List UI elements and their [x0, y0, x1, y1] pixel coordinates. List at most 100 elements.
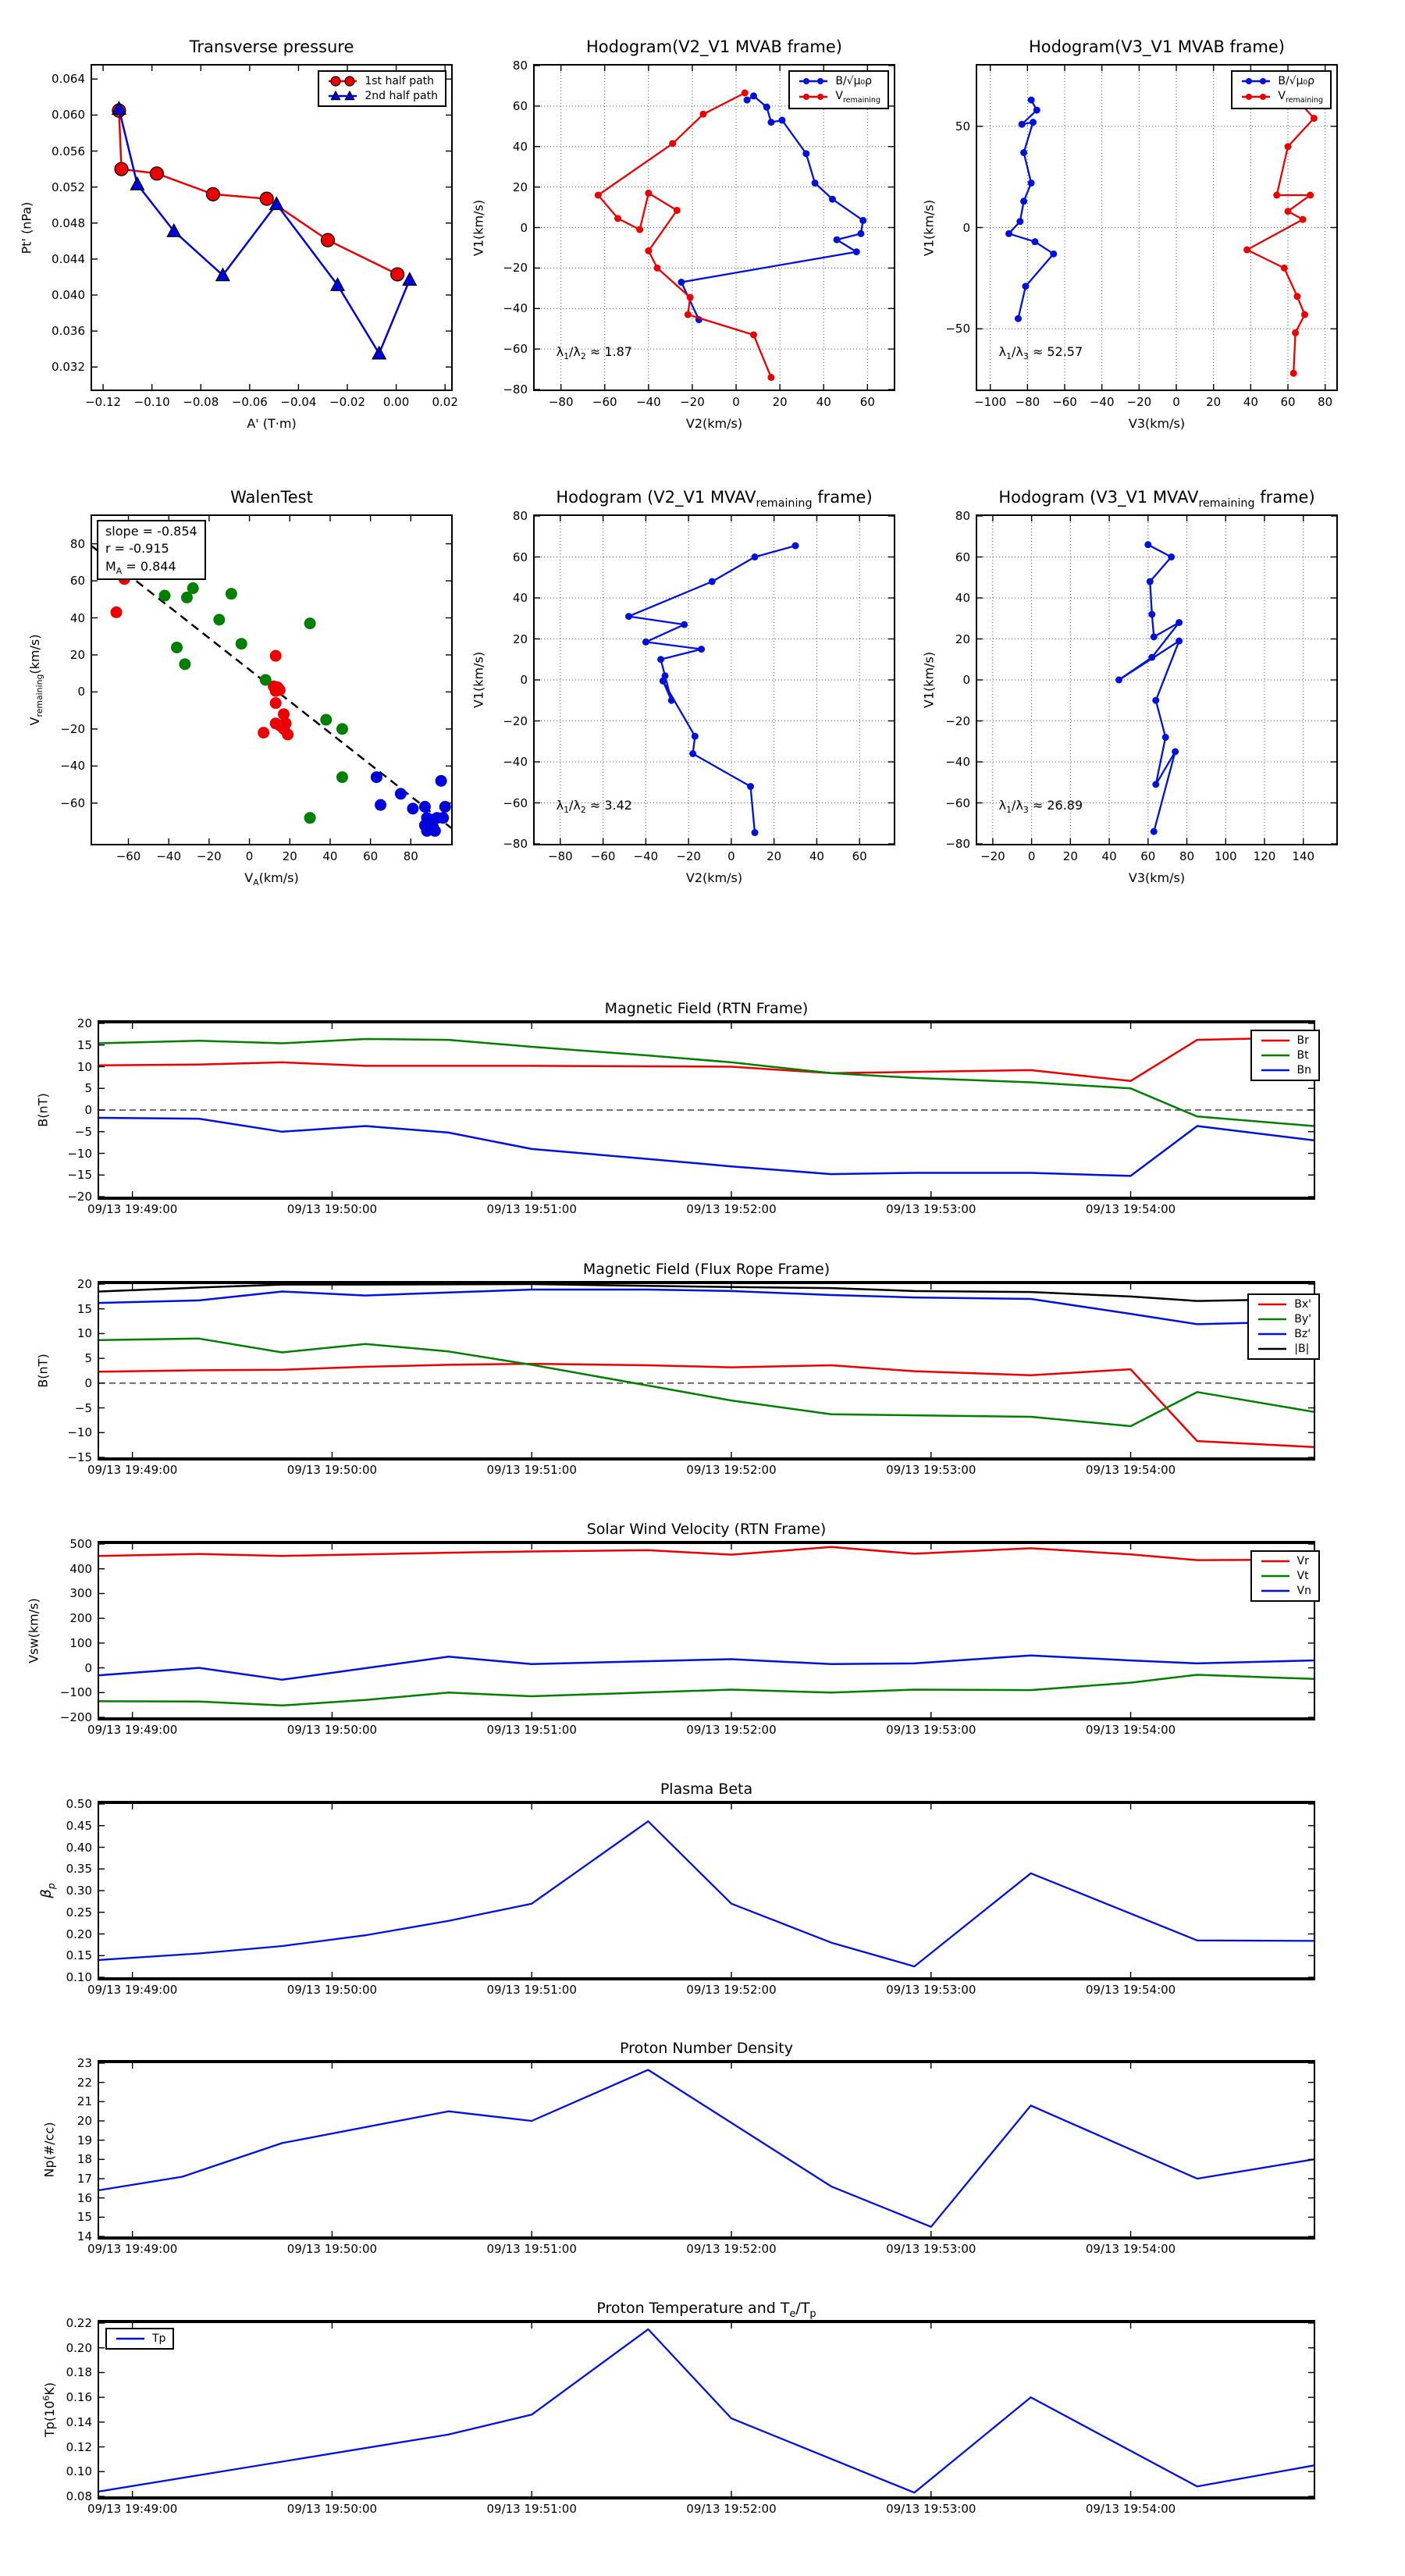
mag-rtn-legend-entry: Br	[1259, 1034, 1311, 1047]
solar-wind-velocity-ylabel: Vsw(km/s)	[26, 1598, 41, 1663]
transverse-pressure-xtick-label: −0.10	[133, 395, 170, 409]
solar-wind-velocity-ytick-label: 0	[84, 1660, 92, 1675]
proton-density-xtick-label: 09/13 19:50:00	[286, 2242, 378, 2256]
proton-density-xtick-label: 09/13 19:53:00	[886, 2242, 976, 2256]
mag-rtn-legend-entry: Bn	[1259, 1064, 1311, 1076]
hodogram-v3v1-mvav-ytick-label: −80	[945, 837, 970, 851]
transverse-pressure-xtick-label: −0.02	[329, 395, 365, 409]
proton-density-ytick-label: 17	[76, 2172, 92, 2186]
mag-rtn-ytick-label: 20	[76, 1016, 92, 1030]
mag-flux-rope-legend-entry: |B|	[1256, 1343, 1311, 1355]
proton-density-xtick-label: 09/13 19:52:00	[686, 2242, 777, 2256]
hodogram-v2v1-mvab-plot-area	[535, 66, 894, 390]
legend-sample-line	[1261, 1589, 1289, 1592]
transverse-pressure-ytick-label: 0.048	[52, 215, 85, 230]
hodogram-v3v1-mvav-title: Hodogram (V3_V1 MVAVremaining frame)	[998, 488, 1315, 511]
hodogram-v3v1-mvab-xtick-label: 40	[1243, 395, 1258, 409]
hodogram-v3v1-mvab-ytick-label: 50	[955, 119, 970, 133]
chart-mag-rtn: Magnetic Field (RTN Frame) 09/13 19:49:00…	[36, 1000, 1320, 1216]
hodogram-v3v1-mvav-xtick-label: 60	[1140, 849, 1156, 863]
hodogram-v3v1-mvav-ytick-label: 60	[955, 550, 970, 564]
hodogram-v2v1-mvab-ytick-label: 40	[512, 139, 528, 154]
proton-density-ytick-label: 16	[76, 2190, 92, 2205]
hodogram-v2v1-mvab-ytick-label: −20	[503, 261, 528, 276]
proton-temperature-xtick-label: 09/13 19:50:00	[286, 2502, 378, 2516]
mag-flux-rope-legend-entry: Bz'	[1256, 1328, 1311, 1340]
solar-wind-velocity-legend-label: Vn	[1297, 1585, 1311, 1597]
solar-wind-velocity-legend-label: Vr	[1297, 1555, 1309, 1567]
hodogram-v2v1-mvav-title: Hodogram (V2_V1 MVAVremaining frame)	[556, 488, 873, 511]
hodogram-v2v1-mvav-ytick-label: −20	[503, 713, 528, 728]
mag-rtn-ytick-label: 0	[84, 1103, 92, 1117]
walen-test-ytick-label: 60	[69, 574, 85, 589]
hodogram-v2v1-mvav-ytick-label: −60	[503, 795, 528, 810]
solar-wind-velocity-xtick-label: 09/13 19:50:00	[286, 1723, 378, 1737]
mag-flux-rope-legend-entry: By'	[1256, 1313, 1311, 1325]
chart-transverse-pressure: Transverse pressure −0.12 −0.10 −0.08 −0.06−…	[20, 37, 458, 431]
solar-wind-velocity-legend-entry: Vr	[1259, 1555, 1311, 1567]
plasma-beta-ytick-label: 0.45	[66, 1818, 92, 1833]
hodogram-v3v1-mvab-annotation: λ1/λ3 ≈ 52.57	[998, 343, 1083, 362]
walen-test-ytick-label: −60	[60, 795, 85, 810]
chart-proton-temperature: Proton Temperature and Te/Tp 09/13 19:49:…	[41, 2300, 1315, 2516]
hodogram-v2v1-mvav-ytick-label: −80	[503, 837, 528, 851]
transverse-pressure-ytick-label: 0.064	[52, 72, 85, 87]
plasma-beta-title: Plasma Beta	[660, 1781, 753, 1798]
transverse-pressure-ytick-label: 0.036	[52, 324, 85, 339]
legend-sample-line	[799, 78, 828, 84]
hodogram-v3v1-mvav-xtick-label: 40	[1101, 849, 1117, 863]
solar-wind-velocity-xtick-label: 09/13 19:49:00	[87, 1723, 178, 1737]
legend-sample-line	[1261, 1039, 1289, 1042]
mag-rtn-ytick-label: 5	[84, 1081, 92, 1096]
hodogram-v3v1-mvab-legend-label: B/√μ₀ρ	[1278, 75, 1315, 87]
hodogram-v3v1-mvav-xtick-label: 80	[1179, 849, 1195, 863]
walen-test-xtick-label: 80	[403, 849, 418, 863]
walen-test-ytick-label: −20	[60, 721, 85, 736]
hodogram-v3v1-mvab-xtick-label: −60	[1052, 395, 1077, 409]
chart-hodogram-v3v1-mvav: Hodogram (V3_V1 MVAVremaining frame) −20 0…	[922, 488, 1338, 885]
proton-temperature-ytick-label: 0.22	[66, 2316, 92, 2330]
mag-flux-rope-legend: Bx' By' Bz' |B|	[1247, 1293, 1320, 1360]
hodogram-v2v1-mvav-plot-area	[535, 516, 894, 844]
mag-flux-rope-ytick-label: −5	[74, 1400, 92, 1415]
mag-rtn-ytick-label: 15	[76, 1037, 92, 1052]
mag-flux-rope-plot-area	[99, 1284, 1314, 1457]
transverse-pressure-ytick-label: 0.060	[52, 108, 85, 123]
hodogram-v2v1-mvab-ytick-label: 80	[512, 59, 528, 73]
walen-test-ytick-label: 80	[69, 536, 85, 551]
transverse-pressure-xlabel: A' (T·m)	[247, 416, 297, 431]
hodogram-v3v1-mvav-ytick-label: −60	[945, 795, 970, 810]
hodogram-v2v1-mvab-legend-entry: B/√μ₀ρ	[797, 75, 880, 87]
chart-solar-wind-velocity: Solar Wind Velocity (RTN Frame) 09/13 19:…	[27, 1521, 1320, 1737]
proton-density-ytick-label: 23	[76, 2056, 92, 2070]
hodogram-v3v1-mvav-ytick-label: 20	[955, 632, 970, 646]
chart-proton-density: Proton Number Density 09/13 19:49:00 09/13…	[42, 2040, 1315, 2256]
proton-temperature-xtick-label: 09/13 19:51:00	[486, 2502, 577, 2516]
transverse-pressure-xtick-label: −0.04	[280, 395, 317, 409]
mag-flux-rope-legend-entry: Bx'	[1256, 1298, 1311, 1311]
mag-rtn-ytick-label: 10	[76, 1059, 92, 1074]
plasma-beta-ytick-label: 0.15	[66, 1948, 92, 1963]
chart-walen-test: WalenTest −60 −40 −20 0 20 40 60 80 80 60 40 20 0 −20 −…	[27, 488, 453, 888]
hodogram-v2v1-mvav-xtick-label: 40	[809, 849, 824, 863]
plasma-beta-ytick-label: 0.35	[66, 1862, 92, 1877]
legend-sample-line	[1242, 78, 1271, 84]
walen-test-xtick-label: 0	[245, 849, 254, 863]
solar-wind-velocity-ytick-label: 100	[69, 1635, 92, 1650]
proton-temperature-ytick-label: 0.16	[66, 2390, 92, 2405]
hodogram-v3v1-mvav-ytick-label: 0	[962, 673, 970, 687]
chart-mag-flux-rope: Magnetic Field (Flux Rope Frame) 09/13 19…	[36, 1261, 1320, 1477]
hodogram-v2v1-mvav-xtick-label: −80	[548, 849, 573, 863]
hodogram-v2v1-mvav-ylabel: V1(km/s)	[471, 651, 486, 709]
mag-flux-rope-ytick-label: 20	[76, 1277, 92, 1291]
hodogram-v3v1-mvab-ytick-label: 0	[962, 220, 970, 235]
hodogram-v2v1-mvav-ytick-label: −40	[503, 755, 528, 769]
proton-temperature-legend-entry: Tp	[114, 2332, 165, 2345]
legend-sample-line	[1258, 1303, 1287, 1306]
hodogram-v2v1-mvab-legend-label: B/√μ₀ρ	[835, 75, 873, 87]
mag-flux-rope-xtick-label: 09/13 19:49:00	[87, 1463, 178, 1477]
hodogram-v3v1-mvab-xtick-label: 60	[1280, 395, 1296, 409]
transverse-pressure-ylabel: Pt' (nPa)	[19, 201, 34, 254]
hodogram-v3v1-mvab-xtick-label: −40	[1089, 395, 1115, 409]
plasma-beta-xtick-label: 09/13 19:53:00	[886, 1983, 976, 1997]
